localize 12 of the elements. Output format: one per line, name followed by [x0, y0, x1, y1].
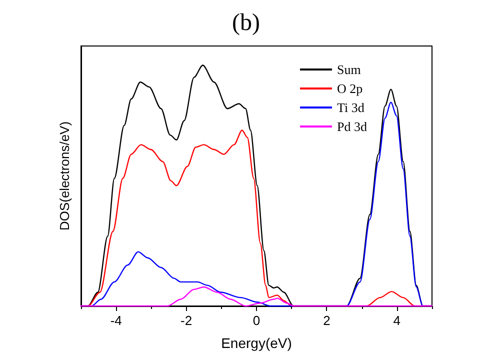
y-axis-title: DOS(electrons/eV) — [57, 121, 72, 231]
x-tick-label: -2 — [180, 313, 192, 328]
x-axis-title: Energy(eV) — [221, 335, 292, 351]
x-tick-label: 0 — [252, 313, 260, 328]
x-tick-label: -4 — [110, 313, 122, 328]
x-tick-label: 2 — [323, 313, 330, 328]
chart-title: (b) — [232, 10, 260, 36]
legend-label: Pd 3d — [337, 119, 368, 134]
x-tick-label: 4 — [393, 313, 401, 328]
legend-label: O 2p — [337, 81, 363, 96]
legend-label: Ti 3d — [337, 100, 365, 115]
legend-label: Sum — [337, 62, 361, 77]
